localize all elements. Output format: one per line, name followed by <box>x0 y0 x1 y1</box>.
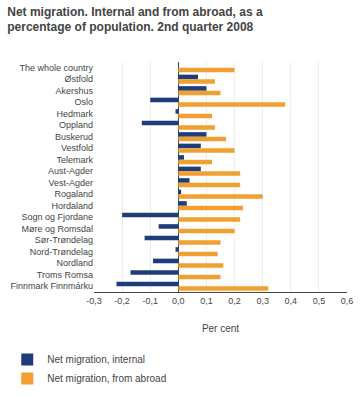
svg-text:0,2: 0,2 <box>228 296 241 306</box>
svg-text:Aust-Agder: Aust-Agder <box>48 166 93 176</box>
svg-text:Net migration, internal: Net migration, internal <box>47 354 145 365</box>
svg-text:Nord-Trøndelag: Nord-Trøndelag <box>30 247 93 257</box>
svg-text:Vest-Agder: Vest-Agder <box>48 178 93 188</box>
svg-text:0,3: 0,3 <box>256 296 269 306</box>
svg-text:Troms Romsa: Troms Romsa <box>37 270 93 280</box>
svg-text:Per cent: Per cent <box>202 323 239 334</box>
svg-text:-0,3: -0,3 <box>86 296 102 306</box>
svg-text:0,4: 0,4 <box>285 296 298 306</box>
svg-text:Net migration, from abroad: Net migration, from abroad <box>47 373 166 384</box>
svg-text:Net migration. Internal and fr: Net migration. Internal and from abroad,… <box>7 5 263 35</box>
svg-text:0,0: 0,0 <box>172 296 185 306</box>
svg-text:Oslo: Oslo <box>74 97 93 107</box>
svg-text:-0,1: -0,1 <box>142 296 158 306</box>
svg-text:Buskerud: Buskerud <box>55 132 93 142</box>
svg-text:Sør-Trøndelag: Sør-Trøndelag <box>35 235 93 245</box>
svg-text:Telemark: Telemark <box>56 155 93 165</box>
svg-text:0,5: 0,5 <box>313 296 326 306</box>
svg-text:0,6: 0,6 <box>341 296 354 306</box>
svg-text:-0,2: -0,2 <box>114 296 130 306</box>
svg-text:Sogn og Fjordane: Sogn og Fjordane <box>21 212 93 222</box>
svg-text:Rogaland: Rogaland <box>54 189 93 199</box>
svg-text:Østfold: Østfold <box>64 74 93 84</box>
svg-text:Finnmark Finnmárku: Finnmark Finnmárku <box>10 281 93 291</box>
svg-text:The whole country: The whole country <box>19 63 93 73</box>
svg-text:Hordaland: Hordaland <box>51 201 93 211</box>
svg-text:Vestfold: Vestfold <box>61 143 93 153</box>
svg-text:Hedmark: Hedmark <box>56 109 93 119</box>
svg-text:0,1: 0,1 <box>200 296 213 306</box>
svg-text:Akershus: Akershus <box>55 86 93 96</box>
svg-text:Møre og Romsdal: Møre og Romsdal <box>21 224 93 234</box>
svg-text:Nordland: Nordland <box>56 258 93 268</box>
svg-text:Oppland: Oppland <box>59 120 93 130</box>
